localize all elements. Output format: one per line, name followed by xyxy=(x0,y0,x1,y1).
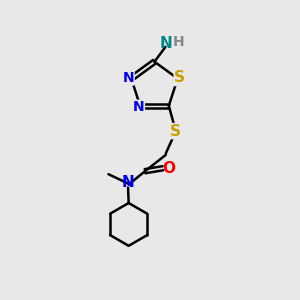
Text: S: S xyxy=(174,70,185,86)
Text: O: O xyxy=(162,161,175,176)
Text: S: S xyxy=(170,124,181,139)
Text: N: N xyxy=(133,100,145,114)
Text: N: N xyxy=(160,36,173,51)
Text: N: N xyxy=(122,71,134,85)
Text: N: N xyxy=(122,175,134,190)
Text: H: H xyxy=(173,35,184,49)
